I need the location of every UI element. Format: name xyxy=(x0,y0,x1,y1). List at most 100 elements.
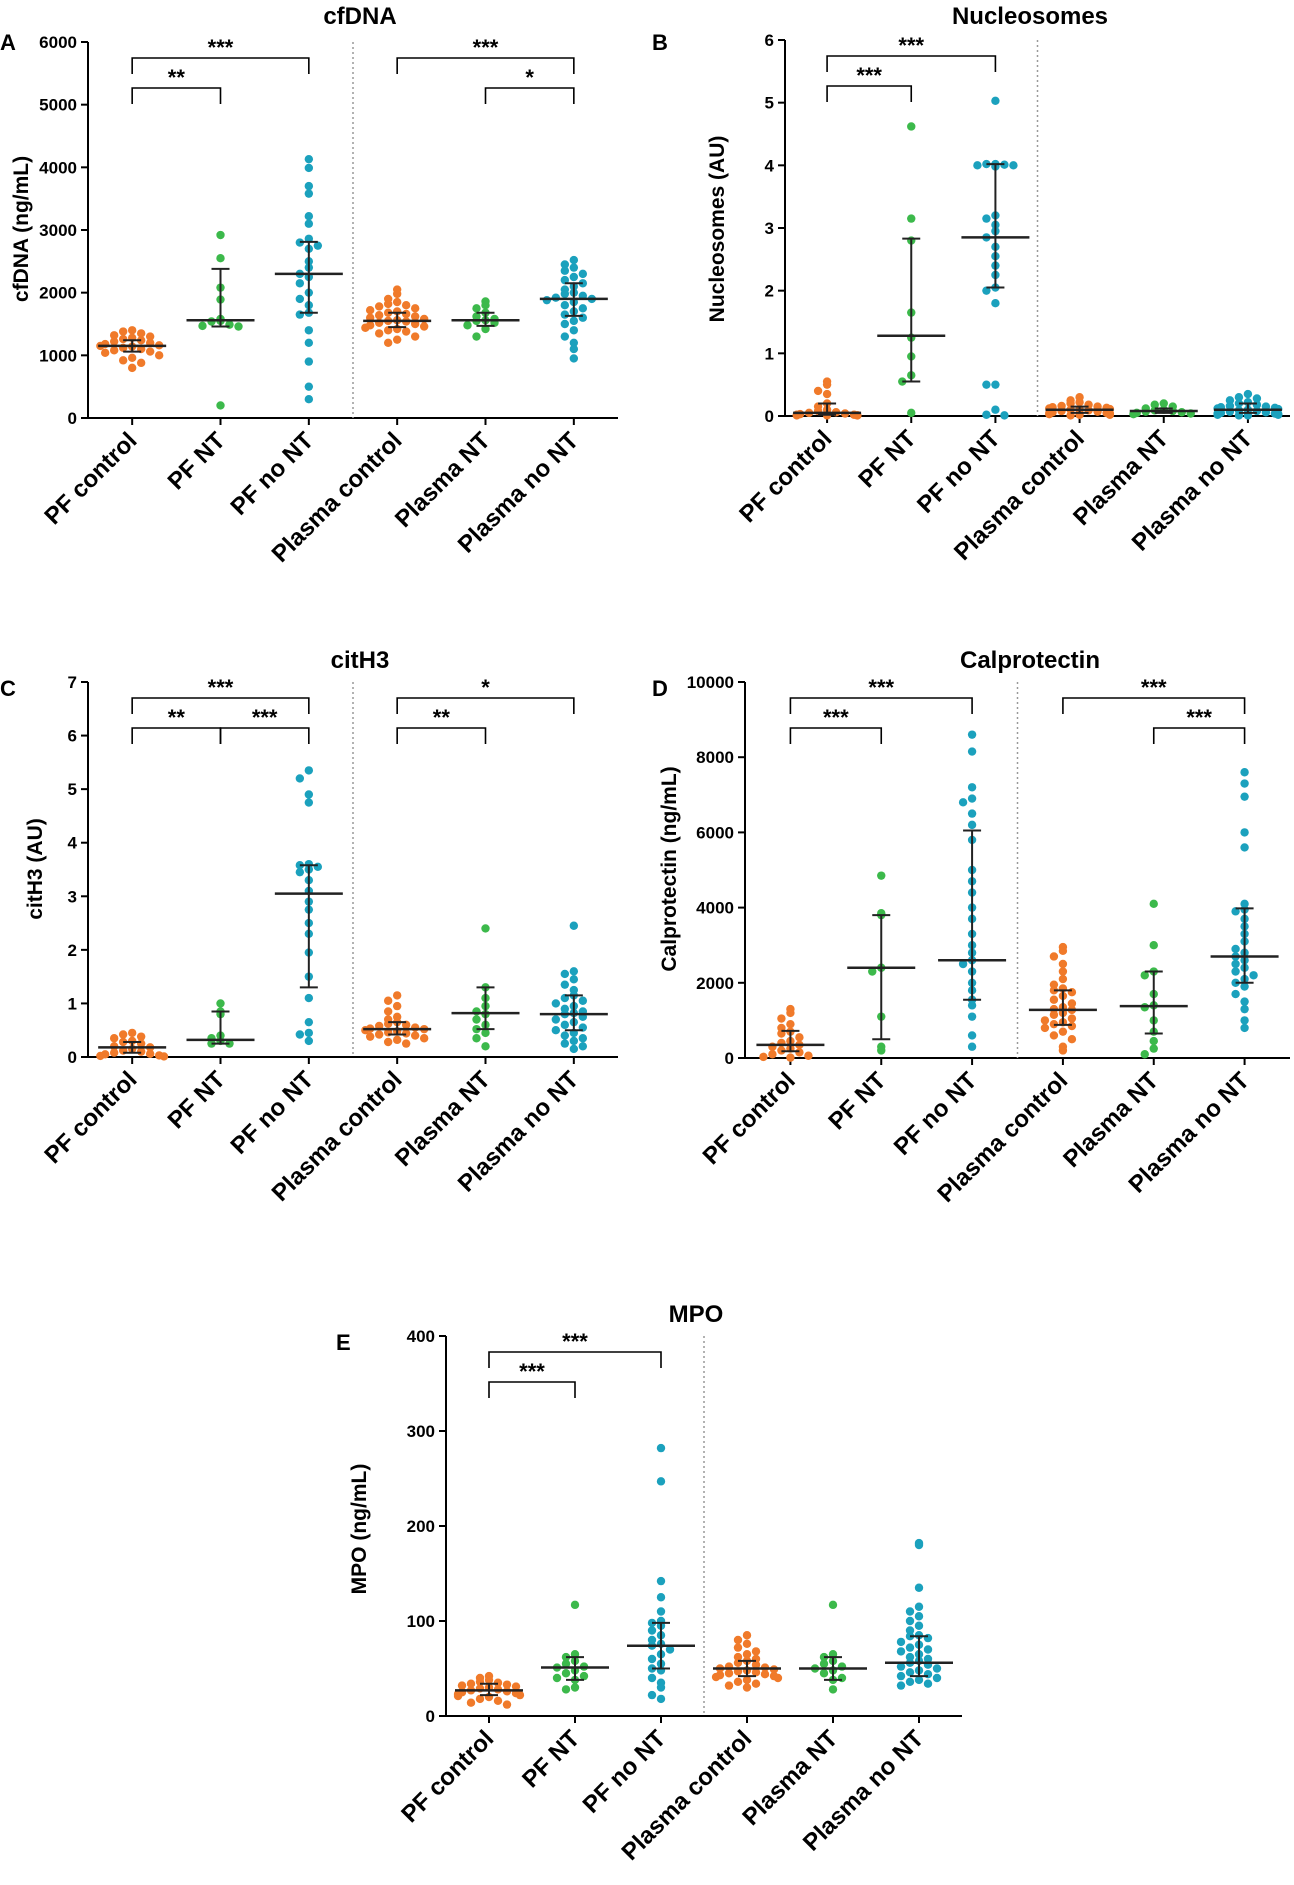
data-point xyxy=(383,1037,393,1047)
chart-title: Nucleosomes xyxy=(952,3,1108,30)
data-point xyxy=(502,1680,512,1689)
data-point xyxy=(304,382,314,391)
data-point xyxy=(401,309,411,319)
data-point xyxy=(401,327,411,336)
data-point xyxy=(1159,399,1168,408)
data-point xyxy=(1058,974,1068,984)
data-point xyxy=(136,1032,146,1041)
data-point xyxy=(1049,952,1059,961)
data-point xyxy=(967,1042,977,1051)
data-point xyxy=(665,1645,675,1654)
data-point xyxy=(804,1051,813,1060)
data-point xyxy=(1240,1004,1249,1014)
data-point xyxy=(383,1007,393,1016)
data-point xyxy=(569,316,579,326)
significance-bracket xyxy=(396,57,575,74)
data-point xyxy=(1066,399,1075,408)
data-point xyxy=(410,332,420,341)
data-point xyxy=(561,1685,571,1694)
significance-bracket xyxy=(1062,697,1246,714)
data-point xyxy=(392,1035,402,1045)
data-point xyxy=(914,1675,924,1685)
significance-bracket xyxy=(789,727,883,744)
x-tick-label: PF control xyxy=(396,1725,499,1828)
data-point xyxy=(570,1683,580,1692)
data-point xyxy=(1049,1031,1059,1040)
data-point xyxy=(100,348,110,358)
data-point xyxy=(1231,989,1240,999)
data-point xyxy=(304,181,314,191)
data-point xyxy=(569,272,579,282)
plot-area: 0 1000 2000 3000 4000 5000 6000 PF control PF NT… xyxy=(39,33,618,568)
significance-bracket xyxy=(219,727,310,744)
data-point xyxy=(383,326,393,335)
data-point xyxy=(1067,988,1077,997)
data-point xyxy=(724,1669,734,1678)
data-point xyxy=(295,279,305,288)
data-point xyxy=(896,1662,906,1671)
significance-bracket xyxy=(131,697,310,714)
y-tick-label: 4000 xyxy=(696,899,734,918)
panel-letter: B xyxy=(652,30,668,55)
y-tick-label: 10000 xyxy=(687,673,734,692)
data-point xyxy=(982,214,991,223)
significance-label: ** xyxy=(433,705,451,730)
y-tick-label: 400 xyxy=(407,1327,435,1346)
data-point xyxy=(552,1673,562,1683)
data-point xyxy=(1149,1044,1158,1053)
y-tick-label: 8000 xyxy=(696,748,734,767)
significance-label: ** xyxy=(168,705,186,730)
data-point xyxy=(822,380,832,389)
panel-c-cith3: C citH3 citH3 (AU) 0 1 2 3 4 5 6 7 PF control PF … xyxy=(0,647,618,1207)
data-point xyxy=(896,1637,906,1647)
data-point xyxy=(1000,411,1009,420)
data-point xyxy=(304,1028,314,1038)
significance-label: *** xyxy=(1186,705,1212,730)
data-point xyxy=(569,1036,579,1046)
data-point xyxy=(96,1051,105,1061)
data-point xyxy=(127,1036,137,1046)
data-point xyxy=(733,1677,743,1687)
data-point xyxy=(822,389,832,399)
y-tick-label: 0 xyxy=(426,1707,435,1726)
data-point xyxy=(383,308,393,317)
y-tick-label: 3 xyxy=(765,219,774,238)
data-point xyxy=(295,1030,305,1039)
data-point xyxy=(896,1647,906,1656)
data-point xyxy=(569,344,579,354)
panel-e-mpo: E MPO MPO (ng/mL) 0 100 200 300 400 PF contro… xyxy=(336,1301,962,1866)
data-point xyxy=(914,1602,924,1611)
significance-bracket xyxy=(488,1381,576,1398)
y-tick-label: 5 xyxy=(68,780,77,799)
data-point xyxy=(1009,161,1018,170)
data-point xyxy=(656,1593,666,1602)
data-point xyxy=(216,401,225,410)
significance-label: ** xyxy=(168,65,186,90)
y-tick-label: 300 xyxy=(407,1422,435,1441)
data-point xyxy=(216,254,225,263)
y-tick-label: 4 xyxy=(68,834,78,853)
significance-label: *** xyxy=(898,33,924,58)
data-point xyxy=(868,967,877,976)
data-point xyxy=(905,1643,915,1652)
data-point xyxy=(551,293,561,302)
data-point xyxy=(1240,1023,1249,1033)
data-point xyxy=(304,790,314,799)
data-point xyxy=(1252,406,1262,416)
data-point xyxy=(295,867,305,877)
data-point xyxy=(383,996,393,1005)
data-point xyxy=(560,1020,570,1030)
data-point xyxy=(374,311,384,320)
x-tick-label: PF NT xyxy=(163,1066,231,1134)
panel-a-cfdna: A cfDNA cfDNA (ng/mL) 0 1000 2000 3000 4000 5… xyxy=(0,3,618,568)
data-point xyxy=(914,1540,924,1550)
data-point xyxy=(463,321,472,330)
data-point xyxy=(1252,394,1262,403)
data-point xyxy=(991,96,1000,105)
data-point xyxy=(410,1023,420,1032)
data-point xyxy=(361,323,370,332)
data-point xyxy=(1240,997,1249,1006)
data-point xyxy=(569,338,579,347)
significance-bracket xyxy=(789,697,973,714)
data-point xyxy=(561,1669,571,1678)
